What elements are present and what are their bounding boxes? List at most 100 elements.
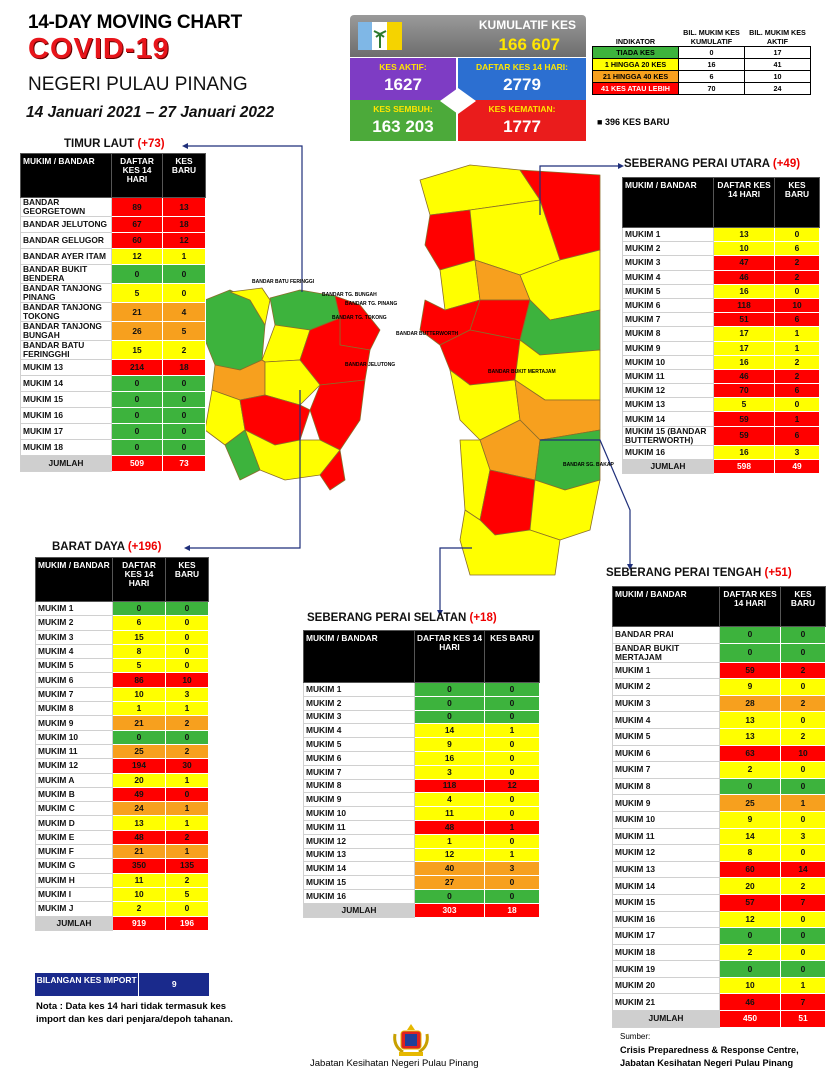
table-row: MUKIM 13 60 14 — [612, 860, 826, 879]
table-row: MUKIM 9 17 1 — [622, 340, 820, 356]
new-cases-cell: 1 — [780, 794, 826, 812]
area-name: MUKIM 2 — [35, 615, 113, 631]
area-name: MUKIM 4 — [303, 723, 415, 739]
area-name: MUKIM 10 — [622, 354, 714, 370]
new-cases-cell: 0 — [780, 642, 826, 663]
new-cases-cell: 0 — [165, 600, 209, 617]
area-name: BANDAR PRAI — [612, 626, 720, 644]
new-cases-cell: 0 — [162, 264, 206, 284]
new-cases-cell: 0 — [780, 626, 826, 644]
area-name: MUKIM I — [35, 886, 113, 903]
state-name: NEGERI PULAU PINANG — [28, 74, 248, 95]
area-name: MUKIM 6 — [612, 744, 720, 763]
area-name: MUKIM 1 — [35, 600, 113, 617]
deaths-value: 1777 — [503, 117, 541, 136]
list14-cell: 8 — [719, 844, 781, 862]
new-cases-cell: 13 — [162, 197, 206, 217]
district-title: SEBERANG PERAI SELATAN (+18) — [307, 612, 497, 624]
table-row: MUKIM B 49 0 — [35, 786, 209, 803]
area-name: MUKIM 10 — [303, 806, 415, 821]
indicator-active: 24 — [744, 82, 811, 95]
header-cell: MUKIM / BANDAR — [303, 630, 415, 683]
list14-cell: 17 — [713, 326, 775, 342]
list14-cell: 10 — [719, 976, 781, 995]
district-delta: (+18) — [469, 612, 497, 624]
list14-cell: 3 — [414, 764, 485, 780]
table-row: MUKIM 4 46 2 — [622, 269, 820, 285]
list14-cell: 59 — [719, 661, 781, 680]
table-row: MUKIM 10 9 0 — [612, 810, 826, 829]
list14-cell: 6 — [112, 615, 166, 631]
area-name: MUKIM 7 — [622, 312, 714, 328]
list14-cell: 118 — [713, 297, 775, 314]
area-name: MUKIM 15 — [20, 391, 112, 408]
total-label: JUMLAH — [622, 458, 714, 475]
table-row: MUKIM 6 63 10 — [612, 744, 826, 763]
list14-cell: 0 — [719, 927, 781, 945]
list14-cell: 24 — [112, 801, 166, 817]
table-header: MUKIM / BANDAR DAFTAR KES 14 HARI KES BARU — [622, 177, 820, 228]
new-cases-cell: 12 — [484, 778, 540, 794]
table-row: MUKIM 16 16 3 — [622, 444, 820, 460]
new-cases-text: 396 KES BARU — [604, 117, 670, 127]
new-cases-cell: 0 — [774, 226, 820, 243]
cumulative-box: KUMULATIF KES 166 607 — [350, 15, 586, 57]
area-name: MUKIM 11 — [35, 743, 113, 760]
area-name: MUKIM 14 — [303, 861, 415, 877]
list14-cell: 13 — [719, 727, 781, 746]
table-row: MUKIM 10 0 0 — [35, 729, 209, 745]
new-cases-cell: 5 — [165, 886, 209, 903]
table-row: MUKIM 6 16 0 — [303, 750, 540, 766]
area-name: MUKIM 7 — [303, 764, 415, 780]
list14-cell: 0 — [719, 626, 781, 644]
area-name: MUKIM 4 — [622, 269, 714, 285]
table-row: MUKIM 15 57 7 — [612, 893, 826, 912]
area-name: BANDAR TANJONG TOKONG — [20, 302, 112, 322]
list14-cell: 5 — [713, 397, 775, 413]
area-name: MUKIM E — [35, 829, 113, 846]
area-name: MUKIM D — [35, 815, 113, 831]
header-cell: DAFTAR KES 14 HARI — [111, 153, 163, 198]
district-title: TIMUR LAUT (+73) — [64, 138, 165, 150]
crest-logo — [393, 1024, 429, 1056]
list14-cell: 1 — [112, 701, 166, 717]
list14-cell: 21 — [111, 302, 163, 322]
map-label: BANDAR BUTTERWORTH — [396, 331, 459, 337]
new-cases-cell: 1 — [165, 815, 209, 831]
area-name: MUKIM 8 — [35, 701, 113, 717]
new-cases-cell: 0 — [165, 629, 209, 645]
list14-cell: 118 — [414, 778, 485, 794]
area-name: MUKIM 5 — [303, 737, 415, 752]
area-name: MUKIM 7 — [612, 761, 720, 779]
table-row: MUKIM 1 13 0 — [622, 226, 820, 243]
new-cases-cell: 6 — [774, 241, 820, 257]
total-new: 51 — [780, 1010, 826, 1028]
new-cases-cell: 0 — [484, 750, 540, 766]
new-cases-cell: 1 — [165, 701, 209, 717]
list14-cell: 0 — [111, 375, 163, 392]
list14-cell: 12 — [414, 847, 485, 863]
new-cases-cell: 10 — [165, 672, 209, 688]
new-cases: ■ 396 KES BARU — [597, 117, 670, 127]
list14-cell: 47 — [713, 255, 775, 271]
list14-cell: 46 — [713, 368, 775, 385]
indicator-table: INDIKATOR BIL. MUKIM KES KUMULATIF BIL. MU… — [592, 20, 811, 95]
area-name: MUKIM 7 — [35, 686, 113, 703]
list14-cell: 0 — [112, 600, 166, 617]
area-name: MUKIM 9 — [303, 792, 415, 808]
new-cases-cell: 1 — [165, 801, 209, 817]
list14-label: DAFTAR KES 14 HARI: — [476, 62, 568, 72]
table-row: MUKIM 19 0 0 — [612, 960, 826, 978]
new-cases-cell: 0 — [165, 729, 209, 745]
table-row: MUKIM 16 0 0 — [20, 407, 206, 424]
summary-diamond — [440, 88, 476, 114]
list14-cell: 0 — [111, 423, 163, 440]
area-name: MUKIM 14 — [612, 877, 720, 895]
area-name: MUKIM 1 — [622, 226, 714, 243]
new-cases-cell: 14 — [780, 860, 826, 879]
table-row: BANDAR GELUGOR 60 12 — [20, 232, 206, 249]
table-row: MUKIM 8 118 12 — [303, 778, 540, 794]
